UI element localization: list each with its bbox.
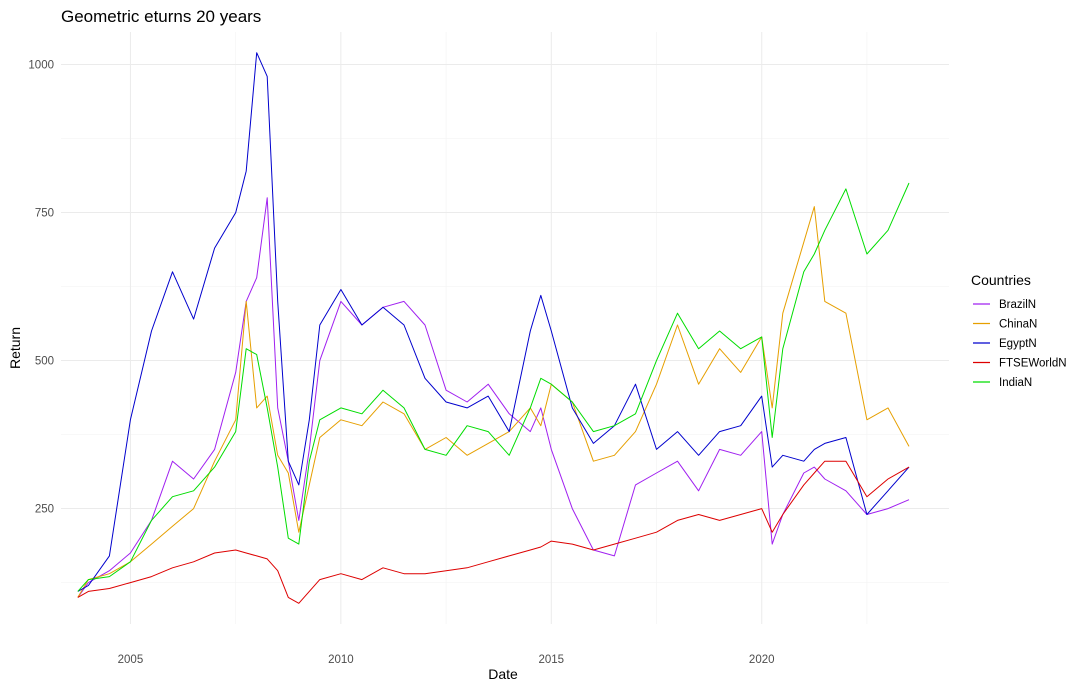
x-tick-label: 2005 — [118, 654, 144, 666]
y-axis-ticks: 250 500 750 1000 — [28, 60, 54, 516]
legend-label: BrazilN — [999, 299, 1036, 311]
x-axis-ticks: 2005 2010 2015 2020 — [118, 654, 775, 666]
x-tick-label: 2015 — [538, 654, 564, 666]
legend-label: FTSEWorldN — [999, 358, 1067, 370]
series-line-egyptn — [77, 52, 910, 592]
x-tick-label: 2020 — [749, 654, 775, 666]
y-tick-label: 1000 — [28, 60, 54, 72]
gridlines — [61, 32, 949, 624]
legend: Countries BrazilN ChinaN EgyptN FTSEWorldN I… — [971, 272, 1067, 389]
y-tick-label: 750 — [35, 208, 54, 220]
legend-label: ChinaN — [999, 319, 1037, 331]
y-tick-label: 250 — [35, 504, 54, 516]
series-lines — [77, 52, 910, 604]
legend-label: IndiaN — [999, 377, 1032, 389]
x-axis-title: Date — [488, 666, 518, 682]
series-line-ftseworldn — [77, 460, 910, 604]
series-line-indian — [77, 182, 910, 592]
series-line-braziln — [77, 197, 910, 598]
y-tick-label: 500 — [35, 356, 54, 368]
chart-title: Geometric eturns 20 years — [61, 7, 261, 26]
y-axis-title: Return — [7, 327, 23, 369]
legend-label: EgyptN — [999, 338, 1037, 350]
x-tick-label: 2010 — [328, 654, 354, 666]
series-line-chinan — [77, 206, 910, 598]
legend-title: Countries — [971, 272, 1031, 288]
